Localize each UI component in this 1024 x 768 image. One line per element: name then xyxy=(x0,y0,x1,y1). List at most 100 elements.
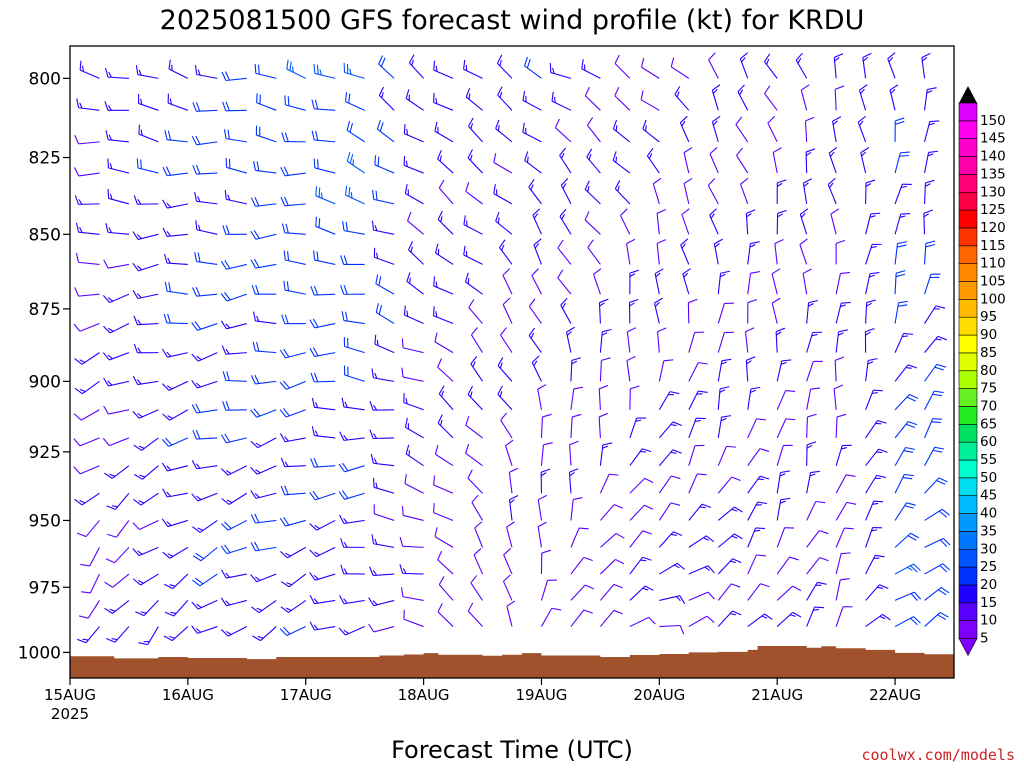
wind-barb xyxy=(191,492,218,502)
x-tick-sublabel: 2025 xyxy=(51,705,89,723)
wind-barb xyxy=(747,583,770,601)
wind-barb xyxy=(253,160,277,174)
wind-barb xyxy=(865,358,878,382)
wind-barb xyxy=(343,62,365,79)
wind-barb xyxy=(540,413,552,438)
wind-barb xyxy=(133,195,159,205)
colorbar-cell xyxy=(958,406,978,425)
colorbar-label: 90 xyxy=(980,327,997,343)
wind-barb xyxy=(191,599,218,610)
y-tick-label: 925 xyxy=(29,443,61,463)
wind-barb xyxy=(740,177,749,205)
colorbar-cell xyxy=(958,209,978,229)
x-tick-label: 18AUG xyxy=(398,686,450,704)
wind-barb xyxy=(191,135,218,146)
wind-barb xyxy=(833,53,844,79)
wind-barb xyxy=(894,591,922,601)
x-axis-title: Forecast Time (UTC) xyxy=(391,736,633,764)
wind-barb xyxy=(220,433,247,444)
wind-barb xyxy=(103,377,130,387)
wind-barb xyxy=(310,285,336,296)
wind-barb xyxy=(74,195,100,205)
wind-barb xyxy=(540,442,553,466)
wind-barb xyxy=(438,179,454,205)
wind-barb xyxy=(338,626,365,636)
wind-barb xyxy=(923,179,935,204)
wind-barb xyxy=(105,223,129,235)
wind-barb xyxy=(500,412,513,439)
colorbar-label: 40 xyxy=(980,506,997,522)
wind-barb xyxy=(191,403,218,414)
wind-barb xyxy=(369,566,395,577)
wind-barb xyxy=(470,327,483,353)
wind-barb xyxy=(614,180,631,205)
wind-barb xyxy=(835,413,847,438)
wind-barb xyxy=(688,535,715,548)
wind-barb xyxy=(857,115,867,143)
colorbar-label: 150 xyxy=(980,113,1006,129)
wind-barb xyxy=(894,473,914,494)
wind-barb xyxy=(338,462,365,473)
wind-barb xyxy=(924,477,948,494)
wind-barb xyxy=(471,494,484,521)
wind-barb xyxy=(670,57,690,79)
wind-barb xyxy=(774,239,784,265)
wind-barb xyxy=(281,223,306,235)
wind-barb xyxy=(775,327,786,353)
wind-barb xyxy=(533,238,542,265)
wind-barb xyxy=(688,615,715,628)
wind-barb xyxy=(560,297,572,324)
wind-barb xyxy=(717,445,736,466)
wind-barb xyxy=(659,624,685,635)
wind-barb xyxy=(192,286,218,297)
colorbar-cell xyxy=(958,156,978,175)
wind-barb xyxy=(924,563,951,575)
wind-barb xyxy=(220,292,247,302)
y-tick-label: 850 xyxy=(29,225,61,245)
wind-barb xyxy=(340,285,365,295)
wind-barb xyxy=(408,54,425,79)
wind-barb xyxy=(640,57,660,79)
wind-barb xyxy=(570,556,593,575)
wind-barb xyxy=(894,117,905,142)
wind-barb xyxy=(250,197,277,207)
wind-barb xyxy=(806,606,825,627)
wind-barb xyxy=(407,211,424,235)
wind-barb xyxy=(463,245,483,265)
wind-barb xyxy=(626,355,636,382)
wind-barb xyxy=(222,371,247,382)
wind-barb xyxy=(599,328,612,353)
colorbar-label: 45 xyxy=(980,488,997,504)
wind-barb xyxy=(508,495,519,521)
wind-barb xyxy=(587,239,601,265)
wind-barb xyxy=(103,259,130,269)
wind-barb xyxy=(281,132,306,143)
wind-barb xyxy=(830,208,840,235)
wind-barb xyxy=(250,465,277,475)
wind-barb xyxy=(280,196,306,207)
wind-barb xyxy=(135,600,159,617)
wind-barb xyxy=(717,386,730,410)
wind-barb xyxy=(626,327,637,353)
wind-barb xyxy=(537,494,547,521)
wind-barb xyxy=(371,534,395,548)
colorbar-cell xyxy=(958,174,978,193)
wind-barb xyxy=(508,467,519,494)
wind-barb xyxy=(502,574,513,601)
wind-barb xyxy=(776,470,790,494)
wind-barb xyxy=(407,241,424,265)
wind-barb xyxy=(865,448,888,467)
wind-barb xyxy=(894,364,918,382)
wind-barb xyxy=(463,215,483,235)
wind-barb xyxy=(717,533,743,548)
wind-barb xyxy=(565,326,575,353)
wind-barb xyxy=(399,537,424,548)
wind-barb xyxy=(924,335,947,353)
wind-barb xyxy=(865,179,876,204)
wind-barb xyxy=(221,345,247,355)
wind-barb xyxy=(581,59,601,79)
wind-barb xyxy=(250,408,277,418)
wind-barb xyxy=(467,469,483,494)
wind-barb xyxy=(284,95,306,111)
